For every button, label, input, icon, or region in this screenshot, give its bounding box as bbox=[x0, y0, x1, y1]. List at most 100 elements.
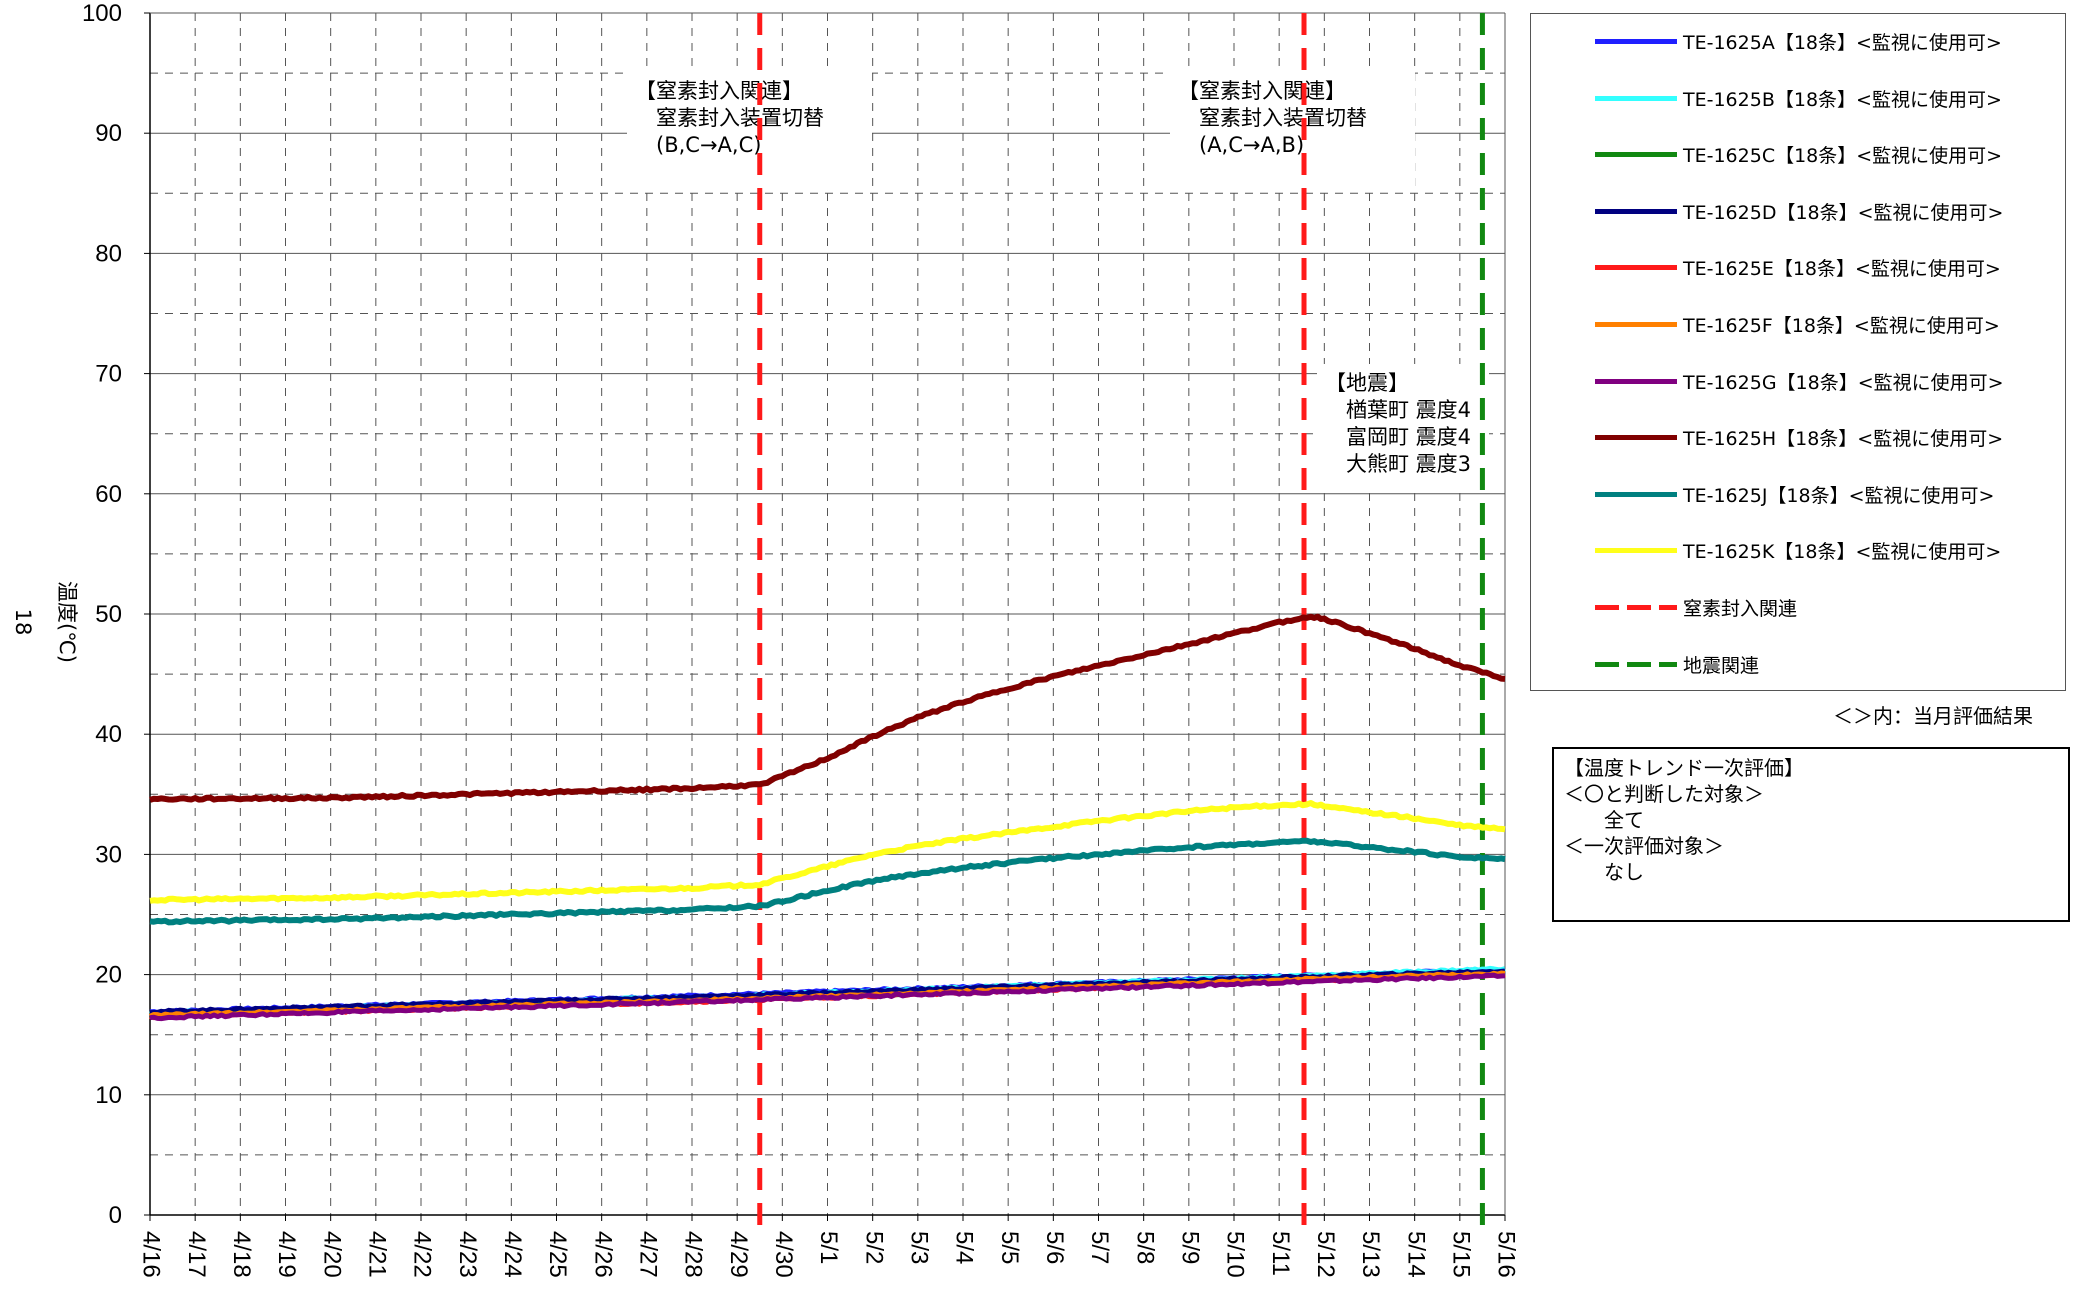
legend-swatch bbox=[1595, 548, 1677, 554]
x-tick-label: 4/22 bbox=[409, 1231, 436, 1278]
x-tick-label: 4/20 bbox=[318, 1231, 345, 1278]
x-tick-label: 4/23 bbox=[454, 1231, 481, 1278]
series-line bbox=[149, 800, 1506, 904]
y-tick-label: 20 bbox=[95, 962, 122, 989]
legend-label: TE-1625F【18条】<監視に使用可> bbox=[1683, 315, 2000, 337]
annotation-layer: 【窒素封入関連】 窒素封入装置切替 (B,C→A,C) 【窒素封入関連】 窒素封入… bbox=[627, 72, 1489, 492]
x-tick-label: 4/24 bbox=[499, 1231, 526, 1278]
evaluation-line: なし bbox=[1564, 860, 1644, 884]
evaluation-note: ＜＞内：当月評価結果 bbox=[1833, 704, 2033, 728]
y-tick-label: 30 bbox=[95, 841, 122, 868]
legend-item: TE-1625H【18条】<監視に使用可> bbox=[1595, 422, 2055, 452]
annotation-background bbox=[627, 72, 872, 192]
y-tick-label: 90 bbox=[95, 120, 122, 147]
legend-item: TE-1625C【18条】<監視に使用可> bbox=[1595, 139, 2055, 169]
legend-swatch bbox=[1595, 661, 1677, 667]
legend-label: TE-1625B【18条】<監視に使用可> bbox=[1683, 88, 2002, 111]
legend-swatch bbox=[1595, 605, 1677, 610]
legend-label: TE-1625D【18条】<監視に使用可> bbox=[1683, 201, 2004, 224]
y-tick-label: 10 bbox=[95, 1082, 122, 1109]
event-lines-layer bbox=[757, 13, 1485, 1227]
x-tick-label: 5/2 bbox=[860, 1231, 887, 1264]
x-tick-label: 5/16 bbox=[1493, 1231, 1520, 1278]
x-tick-label: 5/10 bbox=[1222, 1231, 1249, 1278]
annotation-text: 窒素封入装置切替 bbox=[635, 106, 824, 130]
x-tick-label: 4/25 bbox=[544, 1231, 571, 1278]
legend-item: TE-1625B【18条】<監視に使用可> bbox=[1595, 83, 2055, 113]
evaluation-line: 【温度トレンド一次評価】 bbox=[1564, 756, 1804, 780]
evaluation-line: ＜〇と判断した対象＞ bbox=[1564, 782, 1764, 806]
legend-swatch bbox=[1595, 39, 1677, 44]
legend-item: TE-1625G【18条】<監視に使用可> bbox=[1595, 366, 2055, 396]
legend-label: 窒素封入関連 bbox=[1683, 598, 1798, 620]
y-tick-label: 60 bbox=[95, 481, 122, 508]
side-label: 18 bbox=[11, 609, 35, 636]
y-tick-label: 0 bbox=[109, 1202, 122, 1229]
legend-item: TE-1625J【18条】<監視に使用可> bbox=[1595, 479, 2055, 509]
x-tick-label: 5/12 bbox=[1312, 1231, 1339, 1278]
x-tick-label: 4/30 bbox=[770, 1231, 797, 1278]
x-tick-label: 5/1 bbox=[815, 1231, 842, 1264]
legend: TE-1625A【18条】<監視に使用可> TE-1625B【18条】<監視に使用… bbox=[1530, 13, 2066, 691]
x-tick-label: 5/13 bbox=[1357, 1231, 1384, 1278]
x-tick-label: 5/15 bbox=[1447, 1231, 1474, 1278]
x-tick-label: 4/28 bbox=[680, 1231, 707, 1278]
x-tick-label: 4/18 bbox=[228, 1231, 255, 1278]
annotation-text: 窒素封入装置切替 bbox=[1178, 106, 1367, 130]
x-tick-label: 4/19 bbox=[273, 1231, 300, 1278]
x-tick-label: 4/29 bbox=[725, 1231, 752, 1278]
legend-label: TE-1625C【18条】<監視に使用可> bbox=[1683, 145, 2003, 168]
legend-item: TE-1625D【18条】<監視に使用可> bbox=[1595, 196, 2055, 226]
legend-swatch bbox=[1595, 322, 1677, 327]
legend-label: TE-1625H【18条】<監視に使用可> bbox=[1683, 428, 2004, 451]
evaluation-line: 全て bbox=[1564, 808, 1644, 832]
x-tick-label: 4/17 bbox=[183, 1231, 210, 1278]
legend-item: TE-1625F【18条】<監視に使用可> bbox=[1595, 309, 2055, 339]
legend-label: TE-1625G【18条】<監視に使用可> bbox=[1683, 371, 2004, 394]
y-axis-title: 温度(℃) bbox=[55, 581, 79, 663]
axis-layer: 0 10 20 30 40 50 60 70 80 90 100 4/16 4/17 4/18 4/19 4/… bbox=[82, 0, 1520, 1278]
x-tick-label: 5/8 bbox=[1131, 1231, 1158, 1264]
annotation-text: 【地震】 bbox=[1325, 371, 1409, 395]
legend-swatch bbox=[1595, 208, 1677, 214]
legend-swatch bbox=[1595, 435, 1677, 441]
annotation-text: 富岡町 震度4 bbox=[1325, 425, 1471, 449]
y-tick-label: 40 bbox=[95, 721, 122, 748]
y-tick-label: 70 bbox=[95, 361, 122, 388]
evaluation-box: 【温度トレンド一次評価】 ＜〇と判断した対象＞ 全て ＜一次評価対象＞ なし bbox=[1552, 747, 2070, 922]
annotation-text: 【窒素封入関連】 bbox=[635, 79, 803, 103]
legend-item: TE-1625K【18条】<監視に使用可> bbox=[1595, 535, 2055, 565]
legend-swatch bbox=[1595, 95, 1677, 101]
x-tick-label: 5/6 bbox=[1041, 1231, 1068, 1264]
x-tick-label: 5/11 bbox=[1267, 1231, 1294, 1276]
legend-item: 地震関連 bbox=[1595, 649, 2055, 679]
y-tick-label: 50 bbox=[95, 601, 122, 628]
evaluation-line: ＜一次評価対象＞ bbox=[1564, 834, 1724, 858]
legend-swatch bbox=[1595, 152, 1677, 158]
legend-swatch bbox=[1595, 378, 1677, 384]
x-tick-label: 4/27 bbox=[634, 1231, 661, 1278]
x-tick-label: 4/21 bbox=[363, 1231, 390, 1278]
annotation-text: 楢葉町 震度4 bbox=[1325, 398, 1471, 422]
series-line bbox=[149, 972, 1506, 1022]
y-tick-label: 80 bbox=[95, 240, 122, 267]
legend-item: 窒素封入関連 bbox=[1595, 592, 2055, 622]
x-tick-label: 5/7 bbox=[1086, 1231, 1113, 1264]
annotation-text: 大熊町 震度3 bbox=[1325, 452, 1471, 476]
series-line bbox=[149, 837, 1506, 926]
axis-labels-layer: 18 温度(℃) bbox=[11, 581, 79, 663]
x-tick-label: 5/3 bbox=[905, 1231, 932, 1264]
x-tick-label: 5/4 bbox=[951, 1231, 978, 1264]
legend-item: TE-1625E【18条】<監視に使用可> bbox=[1595, 252, 2055, 282]
legend-swatch bbox=[1595, 491, 1677, 497]
x-tick-label: 4/16 bbox=[138, 1231, 165, 1278]
legend-label: TE-1625K【18条】<監視に使用可> bbox=[1683, 541, 2002, 564]
legend-label: TE-1625A【18条】<監視に使用可> bbox=[1683, 32, 2002, 54]
legend-item: TE-1625A【18条】<監視に使用可> bbox=[1595, 26, 2055, 56]
legend-label: TE-1625E【18条】<監視に使用可> bbox=[1683, 258, 2001, 281]
annotation-background bbox=[1170, 72, 1415, 192]
legend-label: 地震関連 bbox=[1683, 654, 1760, 677]
x-tick-label: 5/5 bbox=[996, 1231, 1023, 1264]
series-layer bbox=[148, 613, 1506, 1022]
